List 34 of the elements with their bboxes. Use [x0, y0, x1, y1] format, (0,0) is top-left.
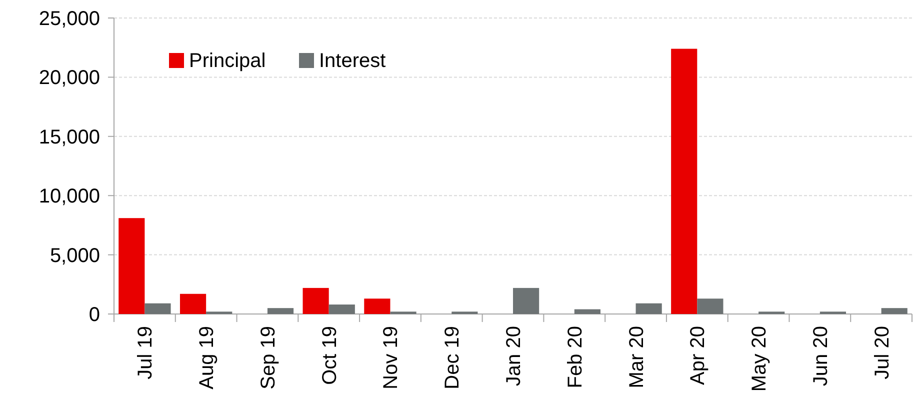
- x-tick-label: Jan 20: [503, 326, 525, 386]
- bar: [881, 308, 908, 314]
- bar: [328, 304, 355, 314]
- legend-label: Principal: [189, 50, 266, 72]
- bar: [118, 218, 145, 314]
- bar: [697, 298, 724, 314]
- bar: [513, 288, 540, 314]
- y-tick-label: 25,000: [38, 8, 100, 30]
- x-tick-label: Feb 20: [564, 326, 586, 388]
- x-tick-label: Sep 19: [257, 326, 280, 390]
- y-tick-label: 15,000: [38, 126, 100, 148]
- x-tick-label: Dec 19: [442, 326, 464, 390]
- y-tick-label: 20,000: [38, 67, 100, 90]
- bar: [267, 308, 294, 314]
- x-tick-label: May 20: [748, 326, 771, 392]
- bar: [180, 294, 206, 314]
- bar: [574, 309, 600, 314]
- x-tick-label: Jun 20: [810, 326, 832, 386]
- bar: [364, 298, 390, 314]
- y-tick-label: 10,000: [38, 186, 100, 208]
- legend-label: Interest: [319, 50, 386, 72]
- x-tick-label: Aug 19: [196, 326, 218, 390]
- x-tick-label: Mar 20: [626, 326, 648, 388]
- bar: [302, 288, 329, 314]
- bar: [636, 303, 662, 314]
- x-tick-label: Jul 19: [134, 326, 157, 380]
- bar: [671, 48, 698, 314]
- x-tick-label: Apr 20: [687, 326, 710, 385]
- x-tick-label: Jul 20: [871, 326, 894, 380]
- y-tick-label: 5,000: [50, 244, 100, 267]
- x-tick-label: Oct 19: [318, 326, 341, 385]
- x-tick-label: Nov 19: [380, 326, 402, 390]
- y-tick-label: 0: [88, 304, 100, 326]
- bar: [144, 303, 171, 314]
